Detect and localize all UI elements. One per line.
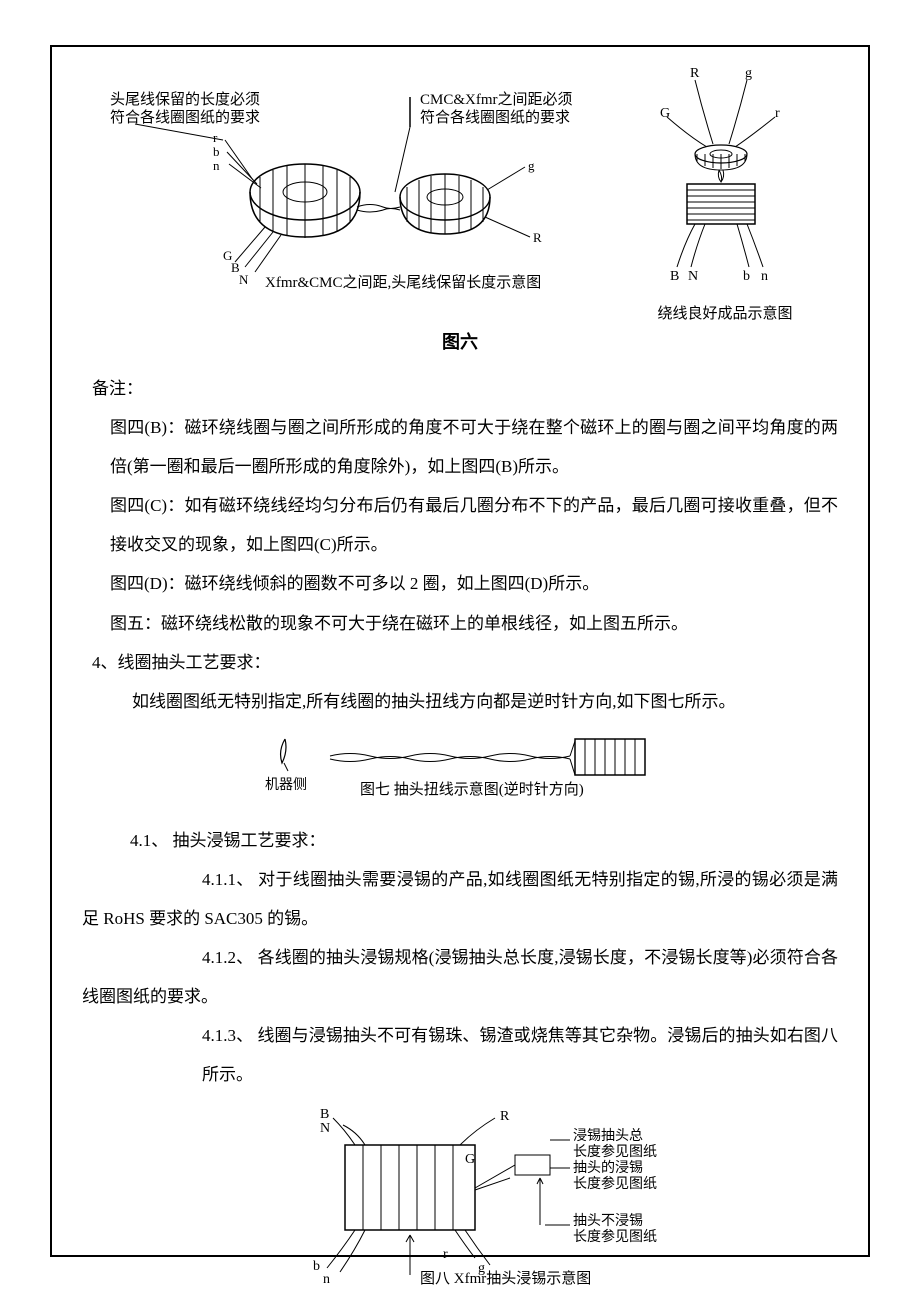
section4-1-2: 4.1.2、 各线圈的抽头浸锡规格(浸锡抽头总长度,浸锡长度，不浸锡长度等)必须… [82,948,838,1006]
section4-1-3: 4.1.3、 线圈与浸锡抽头不可有锡珠、锡渣或烧焦等其它杂物。浸锡后的抽头如右图… [202,1016,838,1094]
page-frame: 头尾线保留的长度必须 符合各线圈图纸的要求 CMC&Xfmr之间距必须 符合各线… [50,45,870,1257]
svg-text:b: b [743,269,750,284]
fig6-anno-topleft-2: 符合各线圈图纸的要求 [110,109,260,126]
svg-text:g: g [745,66,752,81]
svg-text:R: R [533,230,542,245]
svg-text:N: N [688,269,698,284]
figure-8-container: B N R G b n r g 浸锡抽头总 长度参见图纸 [82,1100,838,1295]
svg-text:n: n [323,1272,330,1287]
svg-text:n: n [761,269,768,284]
figure-6-right: R g G r [635,62,815,323]
fig6-anno-topleft-1: 头尾线保留的长度必须 [110,91,260,108]
fig6-left-caption: Xfmr&CMC之间距,头尾线保留长度示意图 [265,273,541,291]
note-fig4c: 图四(C)：如有磁环绕线经均匀分布后仍有最后几圈分布不下的产品，最后几圈可接收重… [110,486,838,564]
svg-text:N: N [320,1121,330,1136]
svg-text:抽头的浸锡: 抽头的浸锡 [573,1160,643,1176]
svg-text:b: b [313,1259,320,1274]
svg-text:浸锡抽头总: 浸锡抽头总 [573,1128,643,1144]
section4-1-1: 4.1.1、 对于线圈抽头需要浸锡的产品,如线圈图纸无特别指定的锡,所浸的锡必须… [82,870,838,928]
xfmr-toroid: r b n G B N [135,124,360,287]
note-fig4b: 图四(B)：磁环绕线圈与圈之间所形成的角度不可大于绕在整个磁环上的圈与圈之间平均… [110,408,838,486]
fig8-diagram: B N R G b n r g 浸锡抽头总 长度参见图纸 [215,1100,705,1290]
fig7-caption: 图七 抽头扭线示意图(逆时针方向) [360,780,584,798]
svg-text:r: r [775,106,780,121]
svg-text:N: N [239,272,249,287]
note-fig5: 图五：磁环绕线松散的现象不可大于绕在磁环上的单根线径，如上图五所示。 [110,604,838,643]
fig6-left-diagram: 头尾线保留的长度必须 符合各线圈图纸的要求 CMC&Xfmr之间距必须 符合各线… [105,62,595,292]
svg-text:B: B [320,1107,329,1122]
section4-1-heading: 4.1、 抽头浸锡工艺要求： [130,821,838,860]
svg-text:长度参见图纸: 长度参见图纸 [573,1143,657,1160]
fig7-machine-label: 机器侧 [265,777,307,793]
fig6-main-caption: 图六 [82,328,838,354]
svg-text:B: B [670,269,679,284]
notes-heading: 备注： [92,369,838,408]
figure-6-left: 头尾线保留的长度必须 符合各线圈图纸的要求 CMC&Xfmr之间距必须 符合各线… [105,62,595,323]
figure-6-container: 头尾线保留的长度必须 符合各线圈图纸的要求 CMC&Xfmr之间距必须 符合各线… [82,62,838,323]
section4-heading: 4、线圈抽头工艺要求： [92,643,838,682]
svg-text:n: n [213,158,220,173]
svg-text:R: R [690,66,700,81]
fig6-right-caption: 绕线良好成品示意图 [635,302,815,323]
fig8-caption: 图八 Xfmr抽头浸锡示意图 [420,1269,591,1287]
svg-text:r: r [443,1247,448,1262]
fig7-diagram: 机器侧 图七 抽头扭线示意图(逆时针方向) [250,731,670,801]
figure-7-container: 机器侧 图七 抽头扭线示意图(逆时针方向) [82,731,838,806]
fig6-anno-topright-1: CMC&Xfmr之间距必须 [420,91,573,108]
svg-text:抽头不浸锡: 抽头不浸锡 [573,1213,643,1229]
fig6-anno-topright-2: 符合各线圈图纸的要求 [420,109,570,126]
section4-intro: 如线圈图纸无特别指定,所有线圈的抽头扭线方向都是逆时针方向,如下图七所示。 [132,682,838,721]
svg-text:b: b [213,144,220,159]
svg-text:R: R [500,1109,510,1124]
svg-text:g: g [528,158,535,173]
cmc-toroid: g R [357,158,542,245]
svg-text:长度参见图纸: 长度参见图纸 [573,1228,657,1245]
svg-text:G: G [465,1152,475,1167]
note-fig4d: 图四(D)：磁环绕线倾斜的圈数不可多以 2 圈，如上图四(D)所示。 [110,564,838,603]
svg-text:长度参见图纸: 长度参见图纸 [573,1175,657,1192]
svg-text:r: r [213,130,218,145]
fig6-right-diagram: R g G r [635,62,815,292]
